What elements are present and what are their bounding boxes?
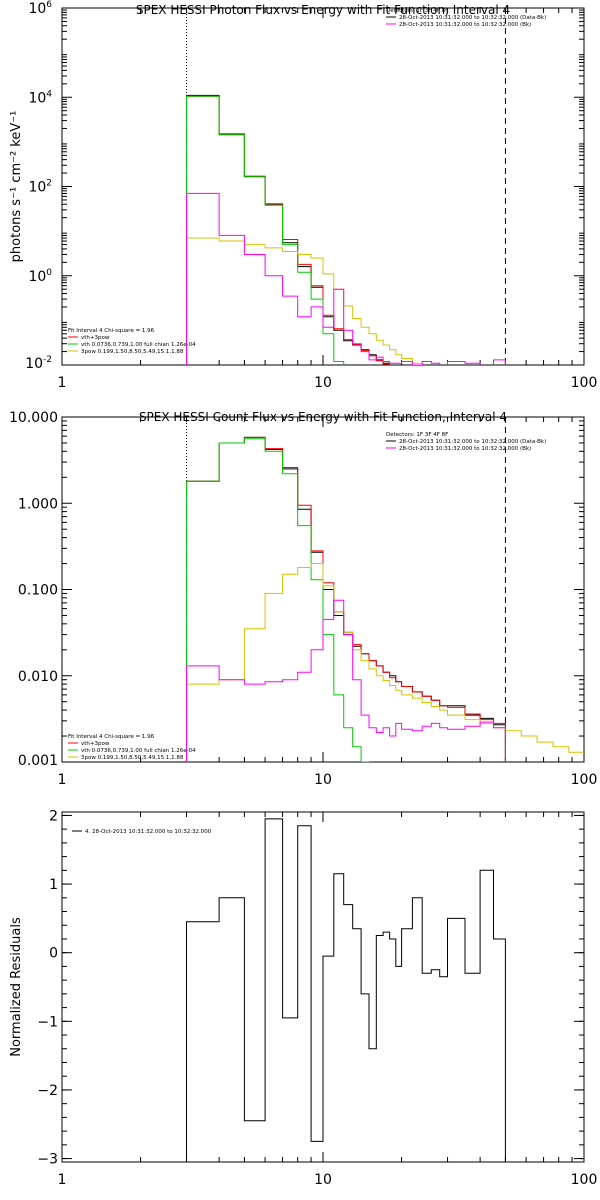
legend-entry: vth+3pow bbox=[81, 741, 110, 747]
legend-header: Detectors: 1F 3F 4F 8F bbox=[386, 8, 448, 14]
x-tick-label: 1 bbox=[58, 1172, 67, 1188]
y-tick-label: 0.010 bbox=[18, 669, 58, 685]
x-tick-label: 10 bbox=[314, 375, 332, 391]
plot-area bbox=[186, 818, 506, 1162]
legend-header: Fit Interval 4 Chi-square = 1.96 bbox=[68, 734, 155, 740]
x-tick-label: 100 bbox=[571, 1172, 598, 1188]
y-axis-label: photons s⁻¹ cm⁻² keV⁻¹ bbox=[9, 111, 24, 263]
x-tick-label: 1 bbox=[58, 772, 67, 788]
chart-panel-3: 1 10 100 −3 −2 −1 0 1 2 Normalized Residuals 4. 28… bbox=[9, 808, 597, 1188]
legend-bottom: Fit Interval 4 Chi-square = 1.96vth+3pow… bbox=[68, 328, 196, 355]
legend-entry: vth 0.0736,0.739,1.00 full chian 1.26e-0… bbox=[81, 342, 196, 348]
series-line-2 bbox=[186, 436, 506, 762]
x-tick-label: 10 bbox=[314, 1172, 332, 1188]
plot-area bbox=[186, 436, 584, 762]
series-line-4 bbox=[186, 237, 423, 365]
chart-panel-2: SPEX HESSI Count Flux vs Energy with Fit… bbox=[9, 410, 598, 788]
y-tick-label: 100 bbox=[28, 268, 52, 285]
x-tick-label: 10 bbox=[314, 772, 332, 788]
y-tick-label: 0 bbox=[49, 946, 58, 962]
legend-header: Fit Interval 4 Chi-square = 1.96 bbox=[68, 328, 155, 334]
legend-entry: 4. 28-Oct-2013 10:31:32.000 to 10:32:32.… bbox=[85, 829, 212, 835]
y-tick-label: 102 bbox=[28, 179, 52, 196]
legend-entry: vth+3pow bbox=[81, 335, 110, 341]
chart-panel-1: SPEX HESSI Photon Flux vs Energy with Fi… bbox=[9, 0, 598, 391]
series-line-1 bbox=[186, 436, 506, 762]
series-line-4 bbox=[186, 563, 584, 762]
y-tick-label: 0.001 bbox=[18, 753, 58, 769]
y-tick-label: 1 bbox=[49, 877, 58, 893]
plot-area bbox=[186, 94, 506, 365]
series-line-1 bbox=[186, 818, 506, 1162]
legend-bottom: Fit Interval 4 Chi-square = 1.96vth+3pow… bbox=[68, 734, 196, 761]
y-tick-label: −3 bbox=[37, 1152, 58, 1168]
legend-entry: 28-Oct-2013 10:31:32.000 to 10:32:32.000… bbox=[399, 446, 531, 452]
y-tick-label: 10-2 bbox=[25, 355, 52, 372]
x-tick-label: 1 bbox=[58, 375, 67, 391]
series-line-3 bbox=[186, 438, 370, 762]
y-tick-label: −2 bbox=[37, 1083, 58, 1099]
legend-entry: 28-Oct-2013 10:31:32.000 to 10:32:32.000… bbox=[399, 22, 531, 28]
y-tick-label: 104 bbox=[28, 89, 52, 106]
series-line-2 bbox=[186, 95, 391, 365]
y-axis-label: Normalized Residuals bbox=[9, 917, 24, 1057]
x-tick-label: 100 bbox=[571, 772, 598, 788]
y-tick-label: 10.000 bbox=[9, 410, 58, 426]
series-line-3 bbox=[186, 95, 345, 365]
y-tick-label: 1.000 bbox=[18, 496, 58, 512]
legend-entry: 3pow 0.199,1.50,8.50,5.49,15.1,1.88 bbox=[81, 349, 184, 355]
legend-top: 4. 28-Oct-2013 10:31:32.000 to 10:32:32.… bbox=[72, 829, 212, 835]
legend-entry: 28-Oct-2013 10:31:32.000 to 10:32:32.000… bbox=[399, 439, 546, 445]
series-line-5 bbox=[186, 192, 506, 365]
x-tick-label: 100 bbox=[571, 375, 598, 391]
y-tick-label: 0.100 bbox=[18, 583, 58, 599]
y-tick-label: 2 bbox=[49, 808, 58, 824]
series-line-5 bbox=[186, 599, 506, 762]
legend-entry: 3pow 0.199,1.50,8.50,5.49,15.1,1.88 bbox=[81, 755, 184, 761]
legend-entry: 28-Oct-2013 10:31:32.000 to 10:32:32.000… bbox=[399, 15, 546, 21]
legend-entry: vth 0.0736,0.739,1.00 full chian 1.26e-0… bbox=[81, 748, 196, 754]
series-line-1 bbox=[186, 94, 391, 365]
y-tick-label: 106 bbox=[28, 0, 52, 17]
legend-header: Detectors: 1F 3F 4F 8F bbox=[386, 432, 448, 438]
y-tick-label: −1 bbox=[37, 1014, 58, 1030]
